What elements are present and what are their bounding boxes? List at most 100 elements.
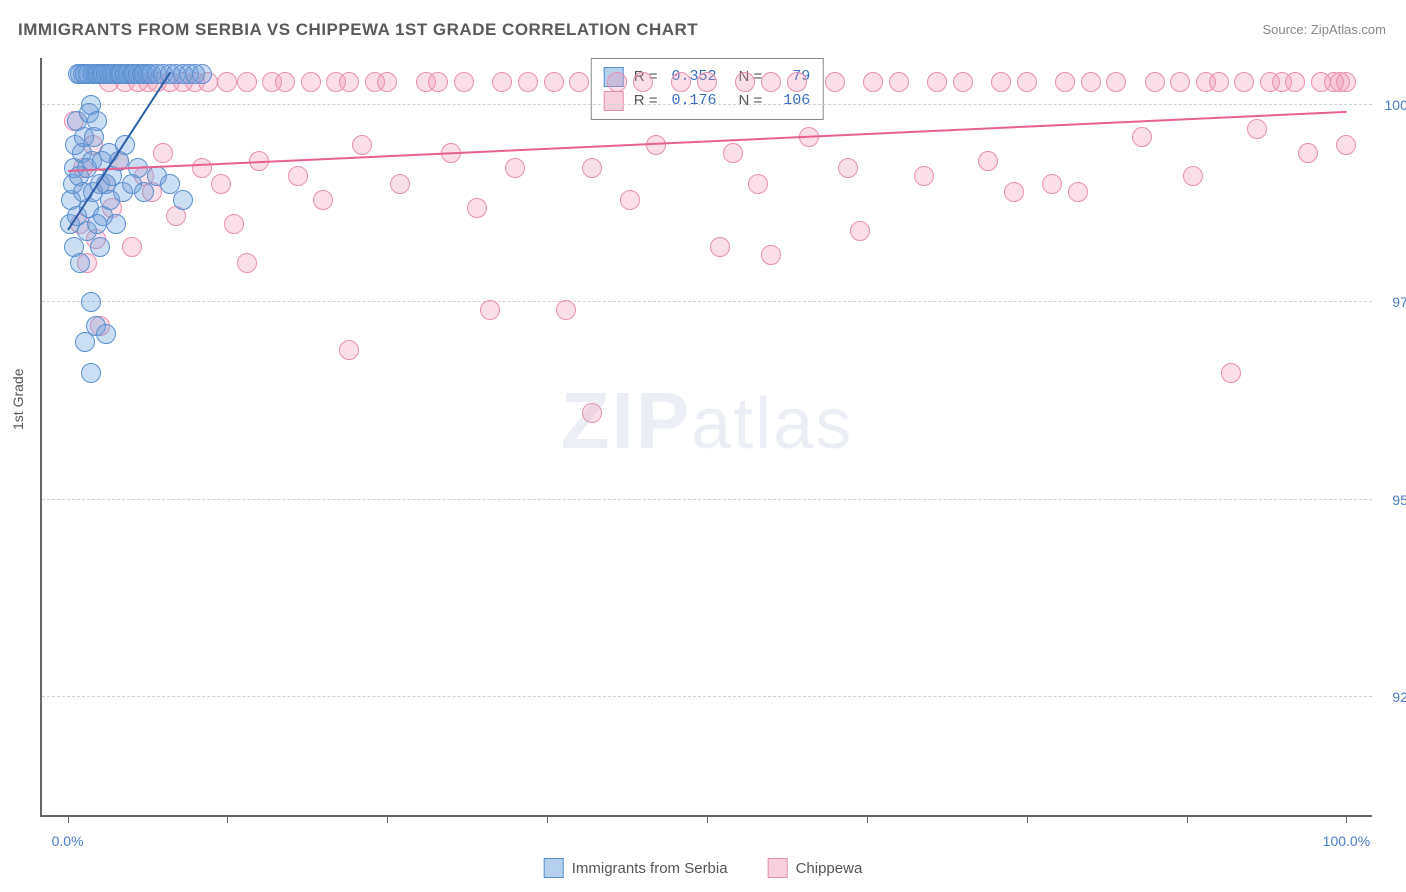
swatch-blue-icon [544, 858, 564, 878]
watermark-bold: ZIP [561, 376, 691, 465]
data-point-series2 [1145, 72, 1165, 92]
data-point-series2 [723, 143, 743, 163]
data-point-series2 [1170, 72, 1190, 92]
data-point-series2 [991, 72, 1011, 92]
data-point-series2 [1298, 143, 1318, 163]
data-point-series2 [1234, 72, 1254, 92]
data-point-series2 [1132, 127, 1152, 147]
x-tick-label: 0.0% [52, 833, 84, 849]
data-point-series1 [81, 363, 101, 383]
x-tick-mark [68, 815, 69, 823]
y-gridline [42, 696, 1372, 697]
data-point-series2 [1285, 72, 1305, 92]
source-label: Source: ZipAtlas.com [1262, 22, 1386, 37]
x-tick-mark [387, 815, 388, 823]
data-point-series2 [1042, 174, 1062, 194]
data-point-series2 [454, 72, 474, 92]
y-tick-label: 92.5% [1382, 689, 1406, 705]
data-point-series2 [889, 72, 909, 92]
x-tick-label: 100.0% [1323, 833, 1370, 849]
data-point-series2 [428, 72, 448, 92]
data-point-series2 [339, 340, 359, 360]
data-point-series2 [569, 72, 589, 92]
data-point-series2 [301, 72, 321, 92]
data-point-series2 [710, 237, 730, 257]
r-label: R = [634, 89, 658, 113]
data-point-series2 [761, 72, 781, 92]
series2-n-value: 106 [772, 89, 810, 113]
data-point-series1 [70, 253, 90, 273]
data-point-series2 [1068, 182, 1088, 202]
x-tick-mark [707, 815, 708, 823]
x-tick-mark [547, 815, 548, 823]
data-point-series2 [1221, 363, 1241, 383]
data-point-series2 [620, 190, 640, 210]
data-point-series2 [153, 143, 173, 163]
x-tick-mark [1187, 815, 1188, 823]
data-point-series1 [173, 190, 193, 210]
data-point-series1 [81, 292, 101, 312]
data-point-series2 [518, 72, 538, 92]
legend-label-series1: Immigrants from Serbia [572, 860, 728, 877]
data-point-series2 [313, 190, 333, 210]
data-point-series2 [288, 166, 308, 186]
source-value: ZipAtlas.com [1311, 22, 1386, 37]
data-point-series2 [1081, 72, 1101, 92]
data-point-series2 [582, 158, 602, 178]
watermark-light: atlas [691, 384, 853, 464]
data-point-series2 [1017, 72, 1037, 92]
y-gridline [42, 499, 1372, 500]
data-point-series2 [607, 72, 627, 92]
swatch-pink-icon [768, 858, 788, 878]
data-point-series2 [544, 72, 564, 92]
data-point-series2 [953, 72, 973, 92]
y-axis-label: 1st Grade [10, 369, 26, 430]
x-tick-mark [867, 815, 868, 823]
data-point-series2 [275, 72, 295, 92]
data-point-series2 [377, 72, 397, 92]
plot-area: ZIPatlas R = 0.352 N = 79 R = 0.176 N = … [40, 58, 1372, 817]
legend-item-series1: Immigrants from Serbia [544, 858, 728, 878]
data-point-series2 [671, 72, 691, 92]
data-point-series2 [787, 72, 807, 92]
data-point-series2 [1336, 135, 1356, 155]
chart-title: IMMIGRANTS FROM SERBIA VS CHIPPEWA 1ST G… [18, 20, 698, 40]
data-point-series2 [224, 214, 244, 234]
data-point-series1 [106, 214, 126, 234]
data-point-series2 [838, 158, 858, 178]
legend-label-series2: Chippewa [796, 860, 863, 877]
data-point-series2 [761, 245, 781, 265]
swatch-pink-icon [604, 91, 624, 111]
y-gridline [42, 104, 1372, 105]
data-point-series2 [192, 158, 212, 178]
data-point-series1 [96, 324, 116, 344]
data-point-series2 [492, 72, 512, 92]
y-tick-label: 95.0% [1382, 492, 1406, 508]
x-tick-mark [227, 815, 228, 823]
data-point-series2 [480, 300, 500, 320]
bottom-legend: Immigrants from Serbia Chippewa [544, 858, 863, 878]
data-point-series2 [1106, 72, 1126, 92]
x-tick-mark [1346, 815, 1347, 823]
data-point-series2 [217, 72, 237, 92]
data-point-series2 [556, 300, 576, 320]
data-point-series2 [978, 151, 998, 171]
y-tick-label: 97.5% [1382, 294, 1406, 310]
data-point-series2 [748, 174, 768, 194]
stats-row-series2: R = 0.176 N = 106 [604, 89, 811, 113]
data-point-series2 [825, 72, 845, 92]
data-point-series2 [697, 72, 717, 92]
data-point-series2 [1336, 72, 1356, 92]
data-point-series2 [633, 72, 653, 92]
data-point-series2 [237, 72, 257, 92]
data-point-series2 [352, 135, 372, 155]
legend-item-series2: Chippewa [768, 858, 863, 878]
data-point-series2 [390, 174, 410, 194]
watermark: ZIPatlas [561, 375, 854, 467]
data-point-series2 [211, 174, 231, 194]
data-point-series1 [87, 111, 107, 131]
data-point-series2 [1055, 72, 1075, 92]
data-point-series2 [863, 72, 883, 92]
y-gridline [42, 301, 1372, 302]
data-point-series2 [927, 72, 947, 92]
